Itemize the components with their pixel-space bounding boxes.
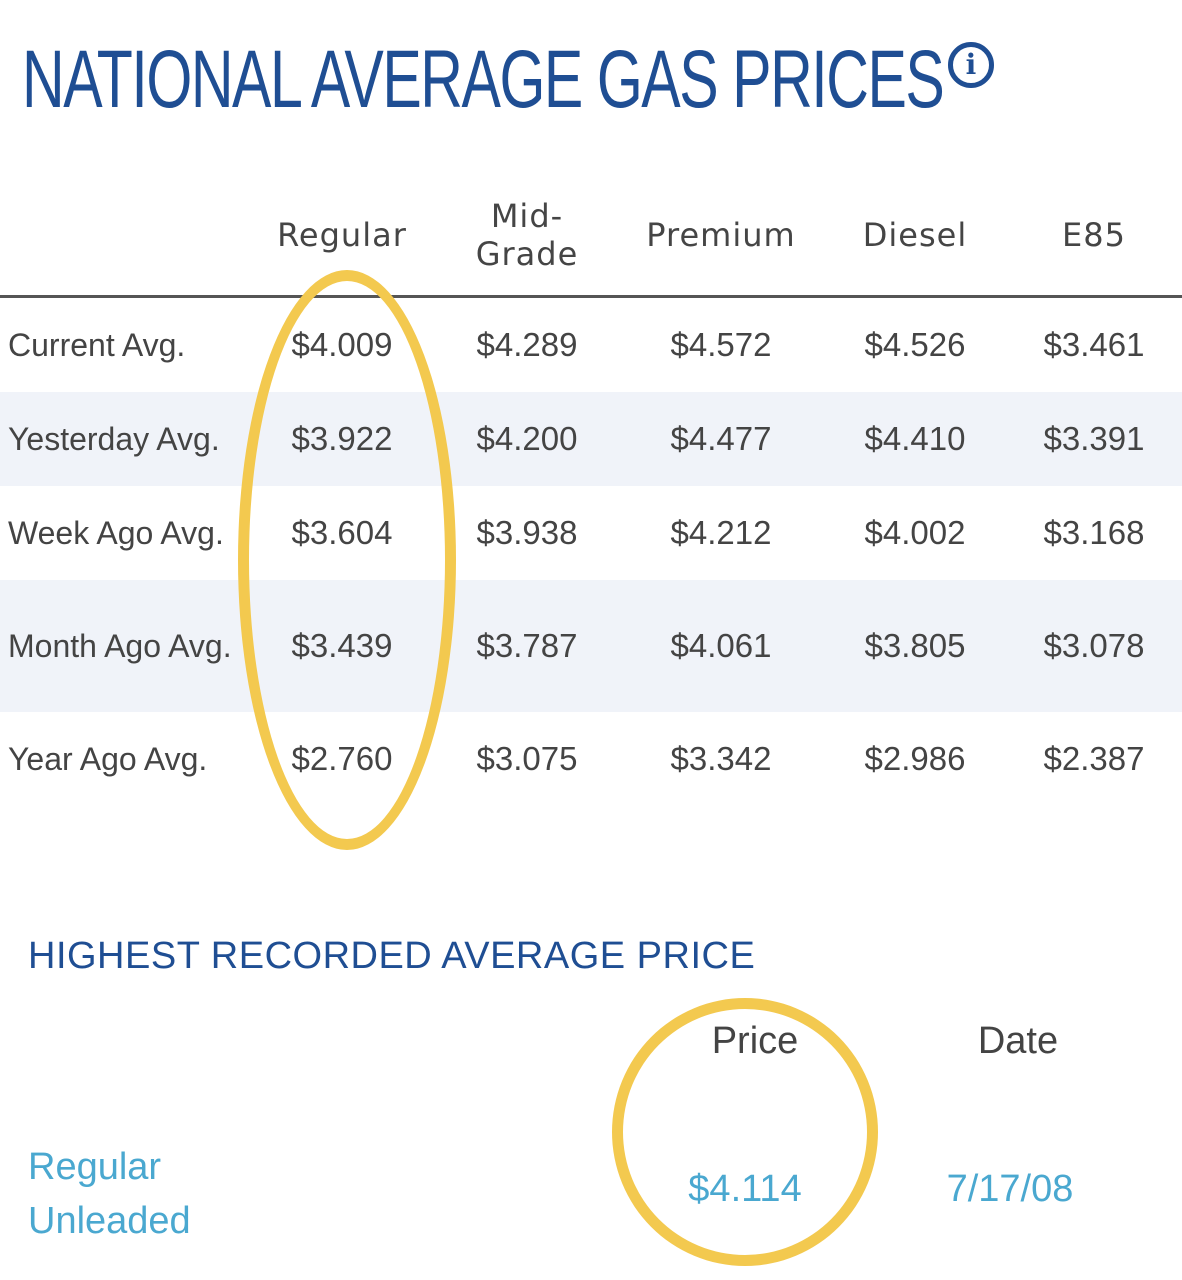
column-header-e85: E85 xyxy=(1010,190,1178,280)
table-row: Month Ago Avg. $3.439 $3.787 $4.061 $3.8… xyxy=(0,580,1182,712)
price-cell: $3.078 xyxy=(1043,627,1145,664)
price-cell: $4.002 xyxy=(864,514,966,551)
price-cell: $3.805 xyxy=(864,627,966,664)
price-cell: $4.477 xyxy=(670,420,772,457)
price-cell: $3.168 xyxy=(1043,514,1145,551)
column-header-line: Grade xyxy=(475,235,579,273)
row-label: Week Ago Avg. xyxy=(8,515,224,551)
price-cell: $4.526 xyxy=(864,326,966,363)
price-cell: $3.439 xyxy=(291,627,393,664)
price-cell: $2.986 xyxy=(864,740,966,777)
price-cell: $3.342 xyxy=(670,740,772,777)
price-cell: $4.061 xyxy=(670,627,772,664)
table-row: Week Ago Avg. $3.604 $3.938 $4.212 $4.00… xyxy=(0,486,1182,580)
price-cell: $4.009 xyxy=(291,326,393,363)
price-cell: $3.075 xyxy=(476,740,578,777)
column-header-line: Mid- xyxy=(490,197,564,235)
column-header-diesel: Diesel xyxy=(825,190,1005,280)
price-cell: $4.289 xyxy=(476,326,578,363)
price-header: Price xyxy=(711,1020,799,1062)
price-cell: $3.922 xyxy=(291,420,393,457)
section-title: HIGHEST RECORDED AVERAGE PRICE xyxy=(28,935,756,977)
row-label: Year Ago Avg. xyxy=(8,741,208,777)
column-header-line: Premium xyxy=(646,216,796,254)
column-header-premium: Premium xyxy=(622,190,820,280)
table-row: Yesterday Avg. $3.922 $4.200 $4.477 $4.4… xyxy=(0,392,1182,486)
price-cell: $4.410 xyxy=(864,420,966,457)
row-label: Month Ago Avg. xyxy=(8,628,232,664)
column-header-line: Diesel xyxy=(862,216,968,254)
price-cell: $4.200 xyxy=(476,420,578,457)
record-date[interactable]: 7/17/08 xyxy=(946,1168,1074,1210)
header-divider xyxy=(0,295,1182,298)
price-cell: $3.604 xyxy=(291,514,393,551)
column-header-mid-grade: Mid- Grade xyxy=(437,190,617,280)
info-icon[interactable]: i xyxy=(948,42,994,88)
price-cell: $3.391 xyxy=(1043,420,1145,457)
price-cell: $3.938 xyxy=(476,514,578,551)
table-row: Year Ago Avg. $2.760 $3.075 $3.342 $2.98… xyxy=(0,712,1182,806)
row-label: Yesterday Avg. xyxy=(8,421,220,457)
price-cell: $3.461 xyxy=(1043,326,1145,363)
column-header-regular: Regular xyxy=(252,190,432,280)
page-title: NATIONAL AVERAGE GAS PRICES xyxy=(22,34,945,125)
record-price[interactable]: $4.114 xyxy=(688,1168,802,1210)
date-header: Date xyxy=(977,1020,1059,1062)
price-cell: $4.572 xyxy=(670,326,772,363)
price-cell: $4.212 xyxy=(670,514,772,551)
table-row: Current Avg. $4.009 $4.289 $4.572 $4.526… xyxy=(0,298,1182,392)
price-cell: $2.760 xyxy=(291,740,393,777)
fuel-type-link[interactable]: Regular Unleaded xyxy=(28,1146,191,1242)
column-header-line: Regular xyxy=(277,216,407,254)
column-header-line: E85 xyxy=(1062,216,1126,254)
price-cell: $2.387 xyxy=(1043,740,1145,777)
price-cell: $3.787 xyxy=(476,627,578,664)
row-label: Current Avg. xyxy=(8,327,186,363)
